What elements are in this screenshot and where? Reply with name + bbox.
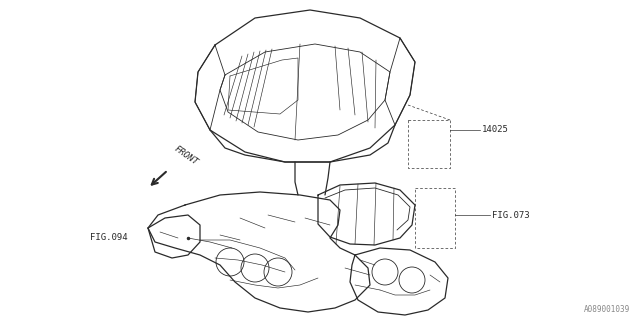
Text: 14025: 14025 <box>482 125 509 134</box>
Text: A089001039: A089001039 <box>584 305 630 314</box>
Text: FIG.073: FIG.073 <box>492 211 530 220</box>
Text: FIG.094: FIG.094 <box>90 234 127 243</box>
Text: FRONT: FRONT <box>172 144 199 167</box>
